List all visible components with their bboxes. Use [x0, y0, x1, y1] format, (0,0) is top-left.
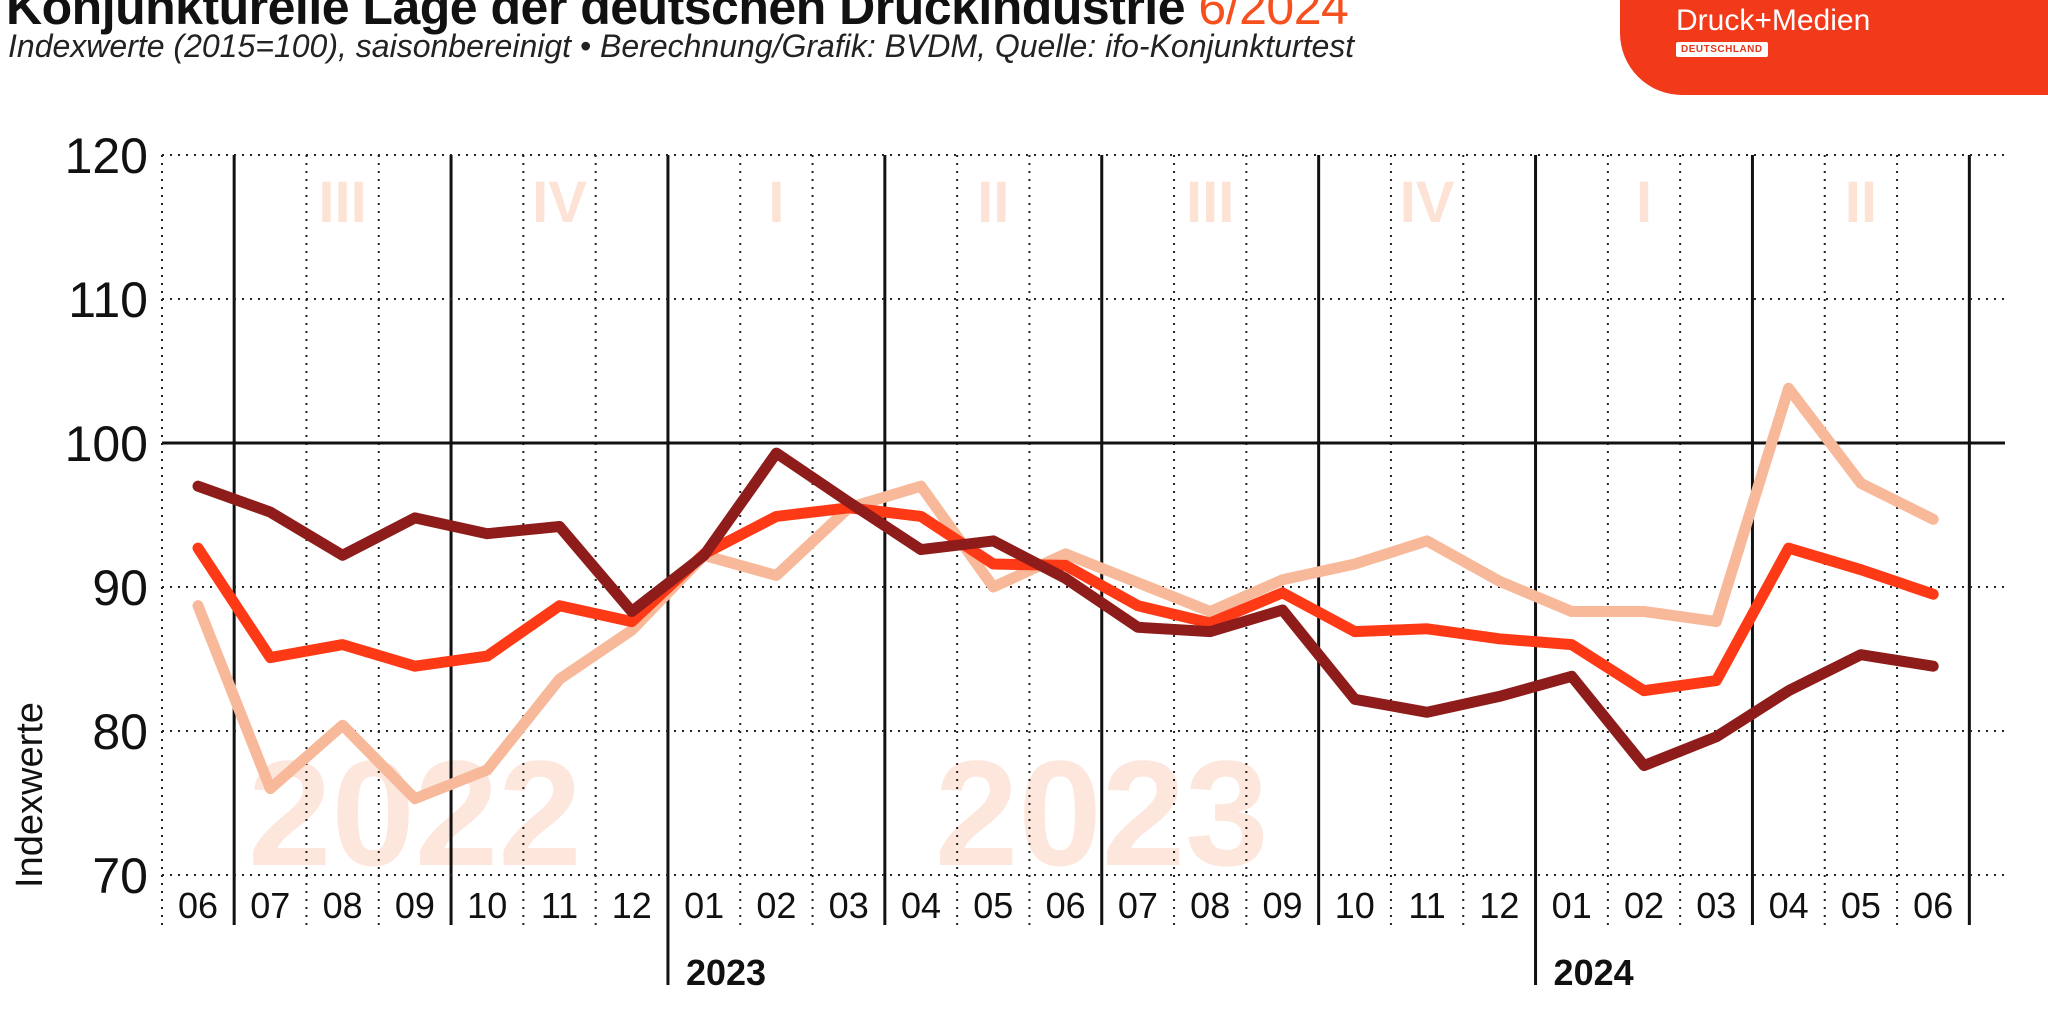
chart-title: Konjunkturelle Lage der deutschen Drucki…	[6, 0, 1349, 36]
x-tick-label: 07	[250, 885, 290, 926]
quarter-label: IV	[532, 170, 587, 235]
chart-subtitle: Indexwerte (2015=100), saisonbereinigt •…	[8, 28, 1355, 64]
quarter-label: IV	[1400, 170, 1455, 235]
x-tick-label: 01	[684, 885, 724, 926]
x-tick-label: 10	[1335, 885, 1375, 926]
year-watermark: 2022	[248, 729, 582, 897]
x-tick-label: 07	[1118, 885, 1158, 926]
x-tick-label: 06	[178, 885, 218, 926]
x-tick-label: 05	[973, 885, 1013, 926]
y-axis-label: Indexwerte	[9, 702, 51, 888]
brand-logo: Druck+Medien DEUTSCHLAND	[1620, 0, 2048, 95]
series-line-2	[192, 502, 1939, 697]
x-tick-label: 03	[1696, 885, 1736, 926]
x-tick-label: 08	[323, 885, 363, 926]
x-tick-label: 04	[901, 885, 941, 926]
y-tick-label: 110	[68, 272, 148, 328]
y-tick-label: 120	[65, 128, 148, 184]
year-label: 2024	[1554, 952, 1634, 993]
x-tick-label: 02	[756, 885, 796, 926]
series-line-1	[192, 382, 1939, 805]
x-tick-label: 01	[1552, 885, 1592, 926]
series-line-3	[192, 447, 1939, 772]
quarter-label: II	[1845, 170, 1877, 235]
logo-text: Druck+Medien	[1676, 4, 1871, 37]
y-tick-label: 70	[92, 848, 148, 904]
quarter-label: III	[1186, 170, 1234, 235]
x-tick-label: 06	[1913, 885, 1953, 926]
x-tick-label: 05	[1841, 885, 1881, 926]
x-tick-label: 08	[1190, 885, 1230, 926]
quarter-label: II	[977, 170, 1009, 235]
title-text: Konjunkturelle Lage der deutschen Drucki…	[6, 0, 1186, 35]
x-tick-label: 04	[1769, 885, 1809, 926]
year-label: 2023	[686, 952, 766, 993]
x-tick-label: 06	[1046, 885, 1086, 926]
x-tick-label: 03	[829, 885, 869, 926]
x-tick-label: 12	[612, 885, 652, 926]
x-tick-label: 11	[541, 885, 578, 926]
x-tick-label: 10	[467, 885, 507, 926]
logo-badge: DEUTSCHLAND	[1676, 42, 1768, 57]
quarter-label: I	[1636, 170, 1652, 235]
x-tick-label: 09	[395, 885, 435, 926]
quarter-label: III	[318, 170, 366, 235]
title-period: 6/2024	[1198, 0, 1349, 35]
x-tick-label: 09	[1262, 885, 1302, 926]
quarter-label: I	[768, 170, 784, 235]
x-tick-label: 11	[1408, 885, 1445, 926]
y-tick-label: 80	[92, 704, 148, 760]
x-tick-label: 02	[1624, 885, 1664, 926]
y-tick-label: 90	[92, 560, 148, 616]
x-tick-label: 12	[1479, 885, 1519, 926]
y-tick-label: 100	[65, 416, 148, 472]
